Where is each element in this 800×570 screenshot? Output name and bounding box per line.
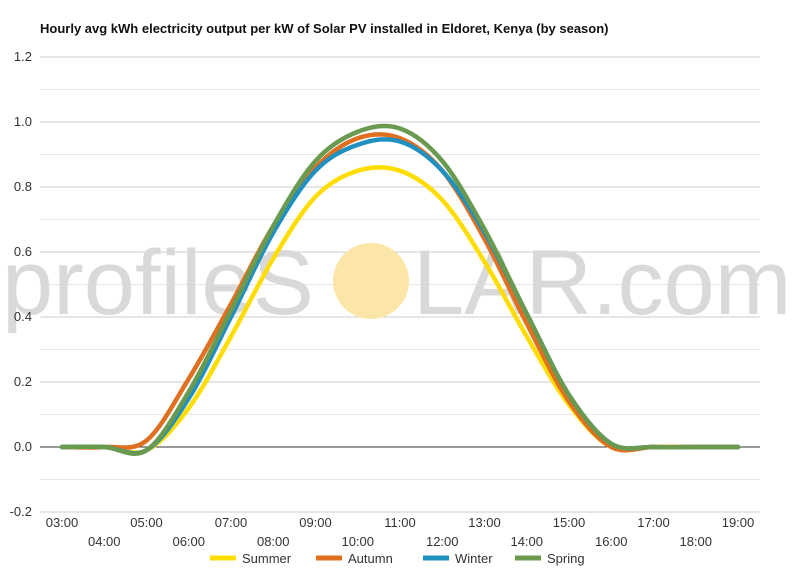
x-tick-label: 03:00	[46, 515, 79, 530]
x-tick-label: 17:00	[637, 515, 670, 530]
watermark-sun-icon	[333, 243, 409, 319]
y-tick-label: 0.6	[14, 244, 32, 259]
legend-label: Winter	[455, 551, 493, 566]
y-tick-label: 0.0	[14, 439, 32, 454]
legend-item-autumn[interactable]: Autumn	[316, 551, 393, 566]
chart-title: Hourly avg kWh electricity output per kW…	[40, 21, 609, 36]
series-lines	[59, 123, 741, 456]
y-tick-label: 1.2	[14, 49, 32, 64]
x-tick-label: 12:00	[426, 534, 459, 549]
x-tick-label: 16:00	[595, 534, 628, 549]
y-tick-label: -0.2	[10, 504, 32, 519]
legend-item-spring[interactable]: Spring	[515, 551, 585, 566]
legend-label: Spring	[547, 551, 585, 566]
series-line-autumn	[59, 132, 741, 453]
y-tick-label: 0.4	[14, 309, 32, 324]
y-axis-ticks: -0.2 0.0 0.2 0.4 0.6 0.8 1.0 1.2	[10, 49, 32, 519]
x-tick-label: 19:00	[722, 515, 755, 530]
x-tick-label: 18:00	[679, 534, 712, 549]
x-tick-label: 14:00	[510, 534, 543, 549]
x-tick-label: 07:00	[215, 515, 248, 530]
legend-item-winter[interactable]: Winter	[423, 551, 493, 566]
legend-label: Summer	[242, 551, 292, 566]
x-tick-label: 09:00	[299, 515, 332, 530]
x-tick-label: 15:00	[553, 515, 586, 530]
watermark: profileS LAR.com	[2, 232, 791, 334]
legend[interactable]: Summer Autumn Winter Spring	[210, 551, 585, 566]
legend-item-summer[interactable]: Summer	[210, 551, 292, 566]
x-tick-label: 10:00	[341, 534, 374, 549]
x-tick-label: 11:00	[384, 515, 416, 530]
gridlines	[40, 56, 760, 513]
x-tick-label: 05:00	[130, 515, 163, 530]
series-line-spring	[59, 123, 741, 456]
legend-label: Autumn	[348, 551, 393, 566]
x-tick-label: 13:00	[468, 515, 501, 530]
x-tick-label: 08:00	[257, 534, 290, 549]
watermark-text-right: LAR.com	[413, 232, 791, 334]
y-tick-label: 0.8	[14, 179, 32, 194]
y-tick-label: 1.0	[14, 114, 32, 129]
x-tick-label: 06:00	[172, 534, 205, 549]
x-tick-label: 04:00	[88, 534, 121, 549]
y-tick-label: 0.2	[14, 374, 32, 389]
x-axis-ticks: 03:00 04:00 05:00 06:00 07:00 08:00 09:00 10:00…	[46, 515, 755, 549]
